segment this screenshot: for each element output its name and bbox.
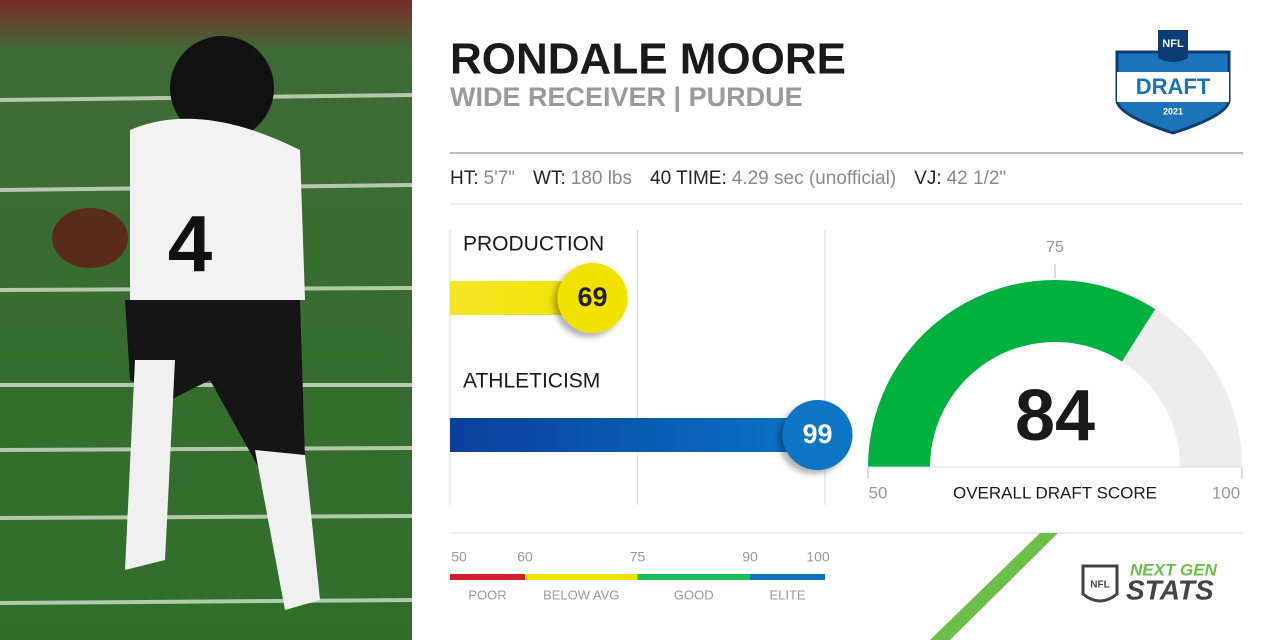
- score-dot: [782, 400, 853, 470]
- gauge-tick-label: 75: [1046, 239, 1064, 256]
- measurable-value: 5'7": [484, 168, 516, 189]
- score-label: ATHLETICISM: [463, 370, 600, 393]
- next-gen-stats-logo: NFL NEXT GEN STATS: [930, 533, 1218, 640]
- scale-band: [750, 574, 825, 580]
- scale-band-label: POOR: [468, 587, 506, 602]
- measurable-label: 40 TIME:: [650, 168, 727, 189]
- measurable-value: 4.29 sec (unofficial): [732, 168, 896, 189]
- scale-band-label: GOOD: [674, 587, 714, 602]
- gauge-tick-label: 50: [869, 483, 888, 502]
- scale-tick-label: 60: [517, 549, 533, 565]
- score-dot: [557, 263, 628, 333]
- svg-text:4: 4: [168, 199, 213, 288]
- logo-year: 2021: [1163, 106, 1183, 116]
- scale-tick-label: 50: [451, 549, 467, 565]
- scale-band: [450, 574, 525, 580]
- overall-value: 84: [1015, 376, 1095, 456]
- scale-tick-label: 90: [742, 549, 758, 565]
- score-bar: [450, 418, 818, 452]
- measurable-value: 42 1/2": [947, 168, 1007, 189]
- overall-label: OVERALL DRAFT SCORE: [953, 483, 1157, 502]
- brand-line1: NEXT GEN: [1130, 560, 1218, 579]
- scale-band-label: BELOW AVG: [543, 587, 619, 602]
- measurable-label: VJ:: [914, 168, 941, 189]
- score-value: 99: [802, 419, 832, 449]
- player-position: WIDE RECEIVER | PURDUE: [450, 82, 803, 112]
- logo-event: DRAFT: [1136, 74, 1211, 99]
- score-label: PRODUCTION: [463, 233, 604, 256]
- gauge-fill: [868, 280, 1156, 467]
- measurables: HT: 5'7" WT: 180 lbs 40 TIME: 4.29 sec (unoff…: [450, 168, 1006, 189]
- measurable-value: 180 lbs: [571, 168, 632, 189]
- gauge-tick-label: 100: [1212, 483, 1240, 502]
- measurable-label: WT:: [533, 168, 566, 189]
- player-photo: 4: [0, 0, 413, 640]
- brand-league: NFL: [1090, 580, 1109, 591]
- score-value: 69: [577, 282, 607, 312]
- scale-band: [525, 574, 638, 580]
- measurable-label: HT:: [450, 168, 479, 189]
- player-name: RONDALE MOORE: [450, 35, 846, 84]
- scale-tick-label: 100: [806, 549, 830, 565]
- scale-band: [637, 574, 750, 580]
- brand-line2: STATS: [1126, 574, 1214, 605]
- scale-band-label: ELITE: [769, 587, 805, 602]
- scale-tick-label: 75: [630, 549, 646, 565]
- draft-logo: NFL DRAFT 2021: [1115, 30, 1231, 135]
- logo-league: NFL: [1162, 38, 1184, 50]
